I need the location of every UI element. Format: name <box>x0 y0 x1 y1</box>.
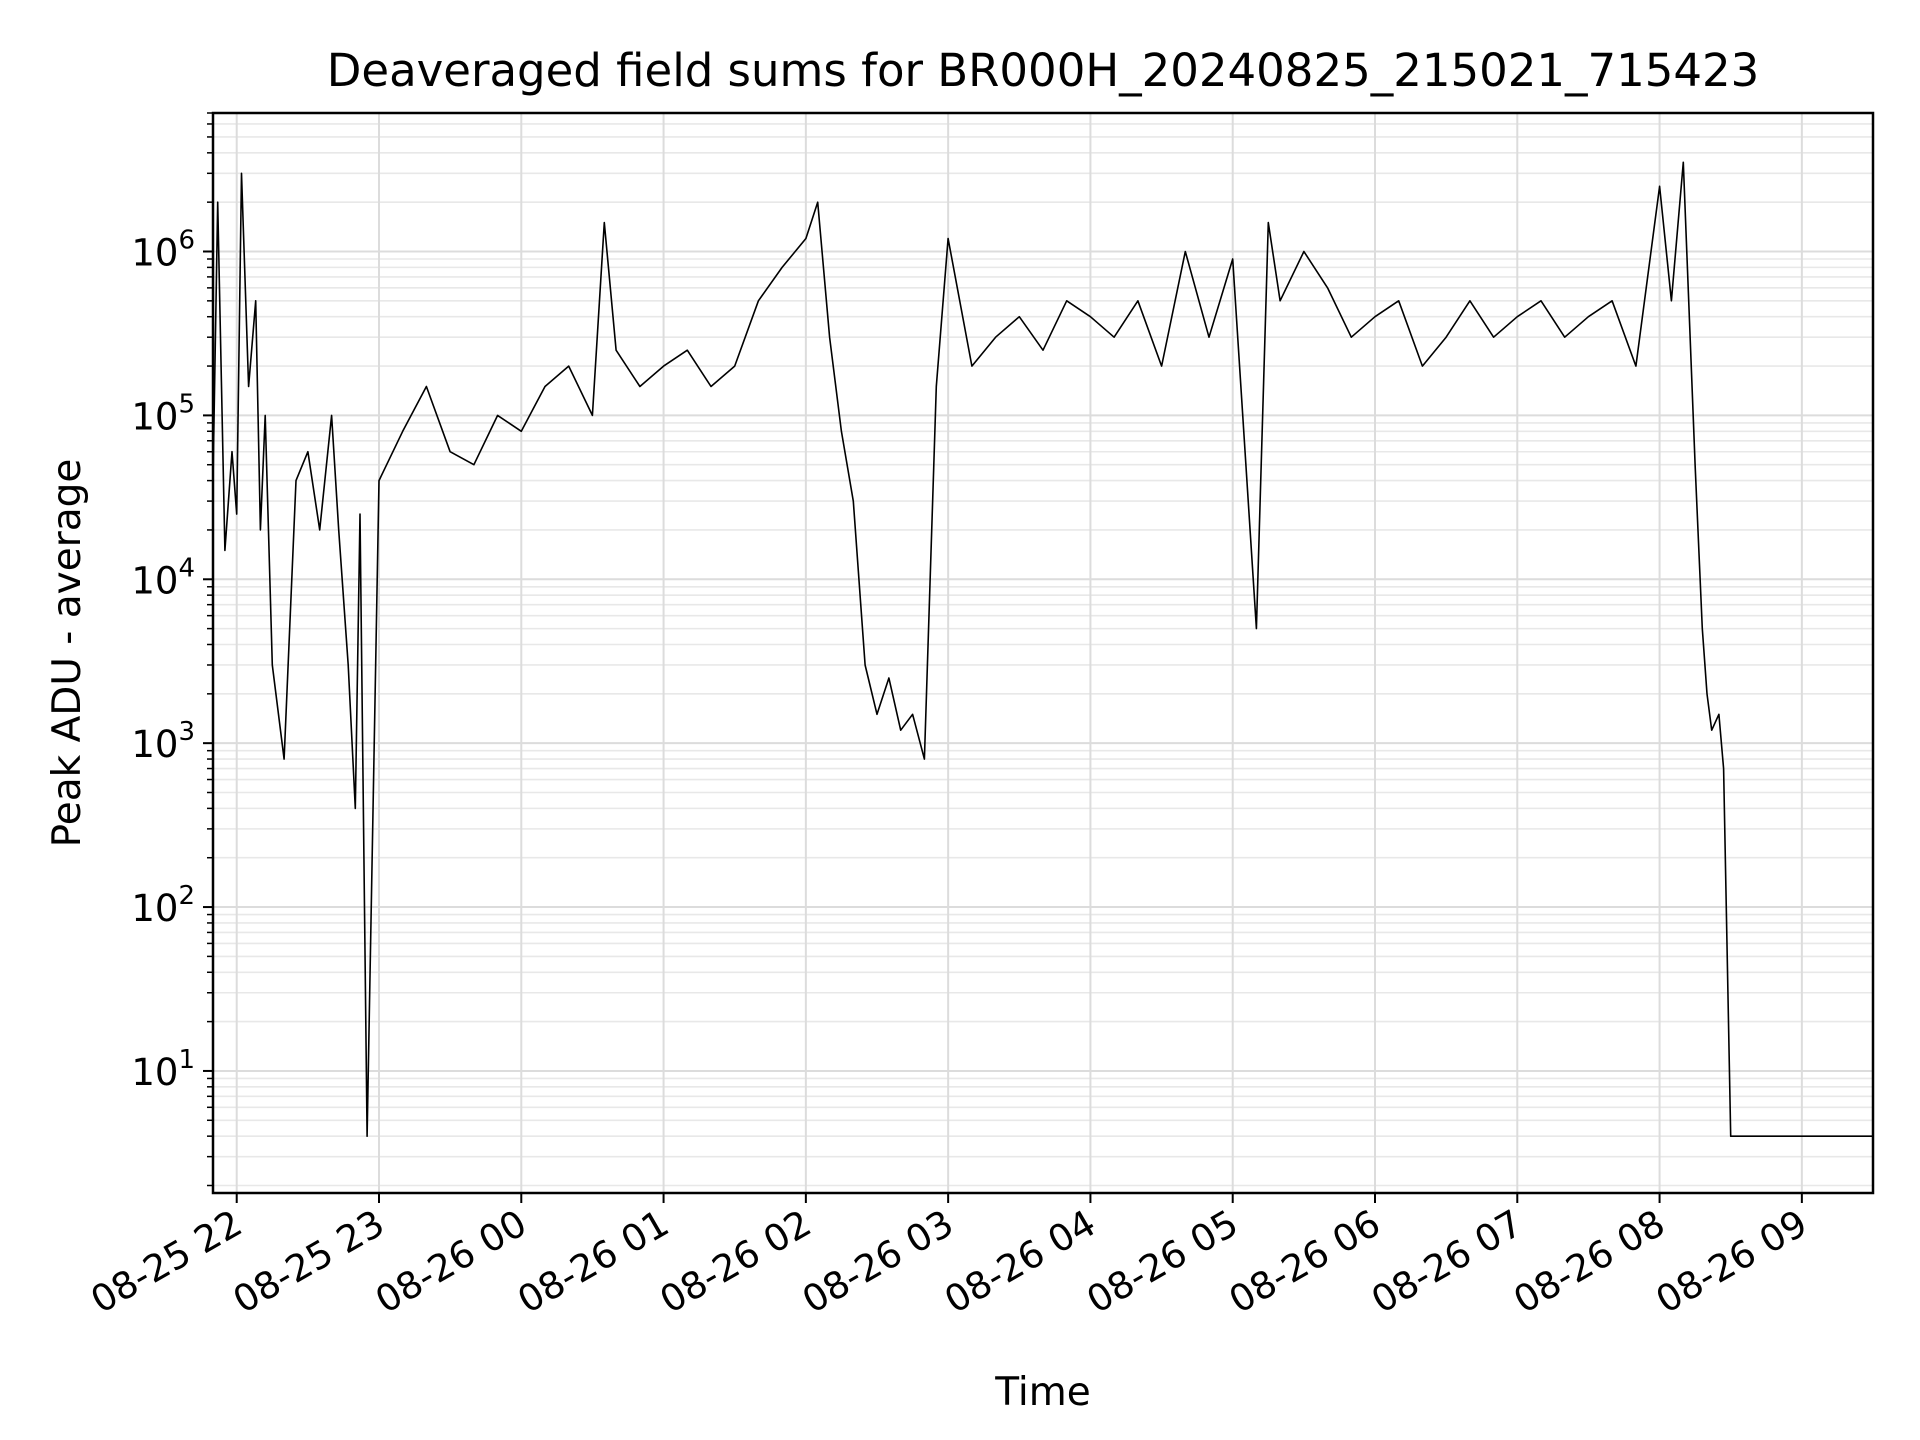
minor-gridlines <box>213 112 1873 1187</box>
y-tick-label: 106 <box>131 226 195 275</box>
y-tick-label: 101 <box>131 1045 195 1094</box>
y-axis-label: Peak ADU - average <box>45 459 90 848</box>
major-gridlines <box>213 113 1873 1193</box>
y-tick-label: 103 <box>131 717 195 766</box>
y-tick-label: 104 <box>131 553 195 602</box>
chart-title: Deaveraged field sums for BR000H_2024082… <box>327 44 1760 97</box>
plot-frame <box>211 111 1875 1195</box>
y-tick-label: 105 <box>131 389 195 438</box>
y-tick-label: 102 <box>131 881 195 930</box>
plot-area <box>212 161 1873 1137</box>
y-axis: 101 102 103 104 105 106 <box>131 112 213 1187</box>
x-axis-label: Time <box>994 1370 1090 1415</box>
series-line <box>212 161 1873 1137</box>
